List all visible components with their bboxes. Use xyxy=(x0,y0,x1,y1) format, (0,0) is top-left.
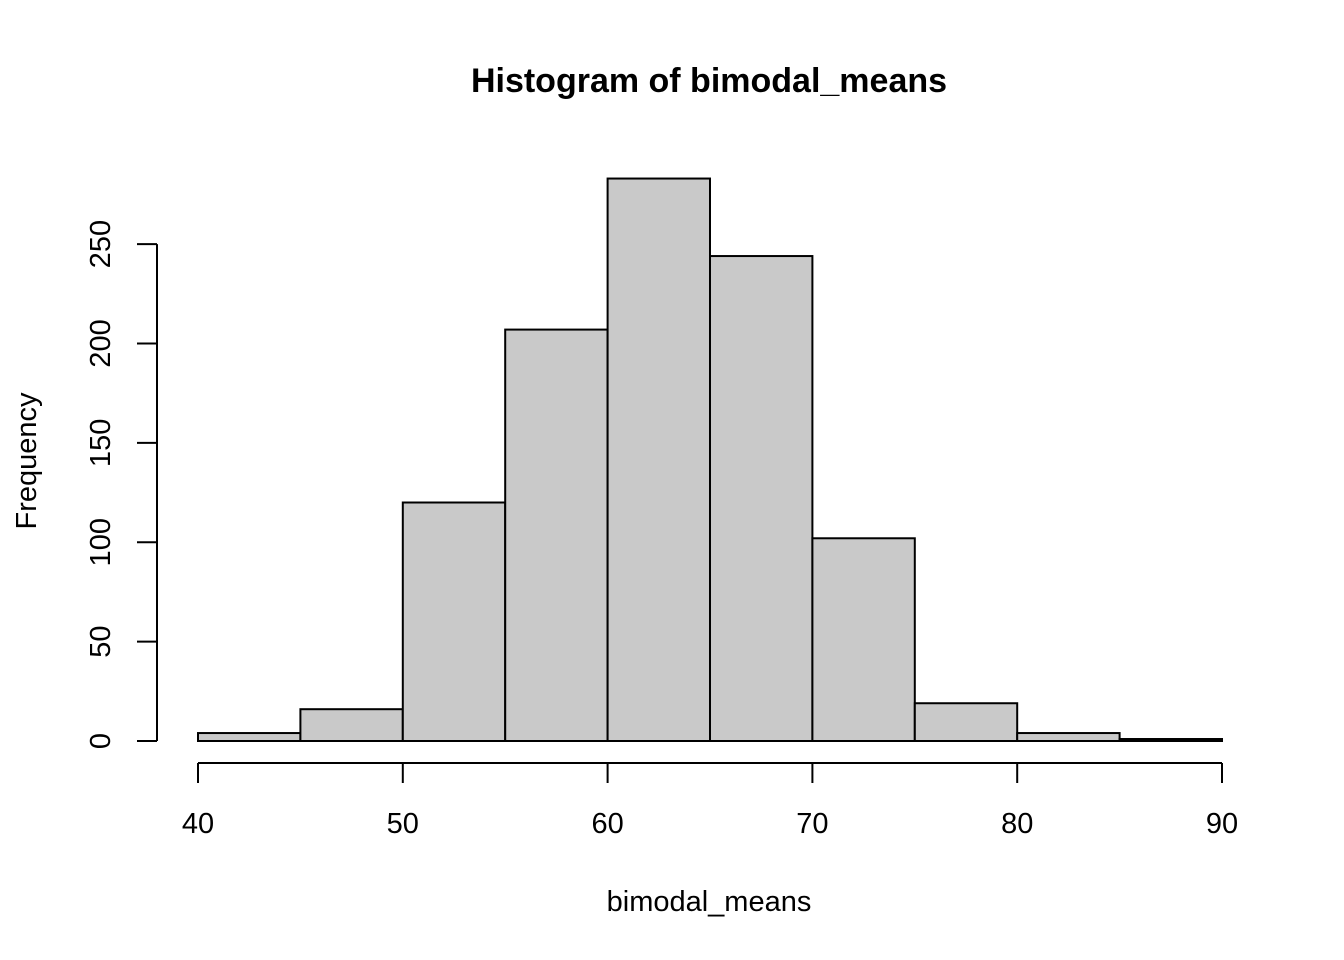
histogram-bar-7 xyxy=(811,537,916,743)
y-axis-label: Frequency xyxy=(11,392,43,530)
y-tick-label-250: 250 xyxy=(85,220,117,268)
x-tick-label-60: 60 xyxy=(591,808,623,840)
histogram-bar-5 xyxy=(606,177,711,743)
histogram-bar-8 xyxy=(913,702,1019,742)
histogram-bar-10 xyxy=(1118,738,1223,743)
y-tick-label-50: 50 xyxy=(85,625,117,657)
y-tick-label-100: 100 xyxy=(85,518,117,566)
histogram-bar-2 xyxy=(299,708,404,743)
y-tick-label-0: 0 xyxy=(85,733,117,749)
histogram-bar-3 xyxy=(401,501,507,742)
histogram-bar-6 xyxy=(709,255,814,742)
histogram-bar-9 xyxy=(1016,732,1121,742)
histogram-bar-1 xyxy=(197,732,302,742)
y-axis: 0 50 100 150 200 250 xyxy=(85,220,158,749)
x-tick-label-80: 80 xyxy=(1001,808,1033,840)
y-tick-label-200: 200 xyxy=(85,319,117,367)
chart-title: Histogram of bimodal_means xyxy=(471,62,947,100)
x-axis-label: bimodal_means xyxy=(607,886,812,918)
x-tick-label-50: 50 xyxy=(387,808,419,840)
x-axis: 40 50 60 70 80 90 xyxy=(182,762,1238,840)
x-tick-label-70: 70 xyxy=(796,808,828,840)
x-tick-label-90: 90 xyxy=(1206,808,1238,840)
histogram-bar-4 xyxy=(504,328,609,742)
y-tick-label-150: 150 xyxy=(85,419,117,467)
bars-group xyxy=(197,177,1223,743)
x-tick-label-40: 40 xyxy=(182,808,214,840)
